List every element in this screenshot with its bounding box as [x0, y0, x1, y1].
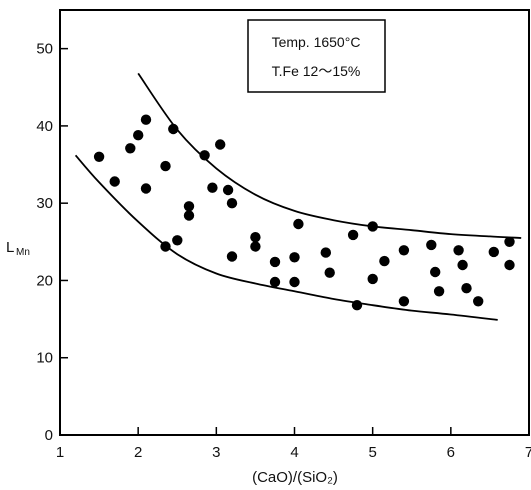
data-point	[269, 276, 281, 288]
data-point	[207, 182, 218, 193]
data-point	[398, 245, 410, 256]
data-point	[168, 123, 179, 135]
data-point	[320, 247, 331, 258]
data-point	[199, 150, 210, 161]
data-point	[109, 176, 120, 187]
data-point	[430, 266, 441, 278]
data-point	[183, 210, 195, 221]
data-point	[289, 252, 300, 263]
data-point	[183, 201, 195, 212]
data-point	[367, 221, 378, 232]
data-point	[140, 183, 152, 194]
data-point	[398, 296, 410, 307]
data-point	[426, 239, 437, 251]
data-point	[226, 251, 238, 262]
x-tick-label: 3	[212, 444, 220, 461]
x-axis-label: (CaO)/(SiO₂)	[252, 469, 338, 486]
data-point	[488, 246, 499, 258]
data-point	[347, 229, 359, 241]
data-point	[250, 232, 261, 243]
y-tick-label: 50	[36, 41, 53, 58]
x-tick-label: 2	[134, 444, 142, 461]
data-point	[269, 256, 281, 268]
x-tick-label: 6	[447, 444, 455, 461]
data-point	[504, 236, 515, 247]
upper-bound-curve	[137, 72, 522, 239]
x-axis-ticks: 1 2 3 4 5 6 7	[56, 427, 531, 461]
data-point	[133, 130, 144, 141]
data-point	[379, 255, 390, 267]
x-tick-label: 4	[290, 444, 298, 461]
data-point	[226, 198, 238, 209]
data-points	[93, 114, 515, 311]
y-axis-label-main: L	[6, 239, 14, 256]
y-tick-label: 20	[36, 272, 53, 289]
y-axis-ticks: 0 10 20 30 40 50	[36, 41, 68, 444]
y-tick-label: 40	[36, 118, 53, 135]
data-point	[160, 160, 171, 172]
x-tick-label: 7	[525, 444, 531, 461]
data-point	[473, 296, 484, 307]
data-point	[250, 241, 261, 252]
y-axis-label: L Mn	[6, 239, 30, 258]
x-tick-label: 5	[368, 444, 376, 461]
y-tick-label: 0	[45, 427, 53, 444]
annotation-tfe: T.Fe 12〜15%	[272, 63, 361, 79]
data-point	[351, 300, 363, 311]
y-tick-label: 10	[36, 350, 53, 367]
data-point	[215, 139, 226, 150]
data-point	[324, 267, 335, 278]
data-point	[457, 259, 468, 271]
data-point	[222, 184, 234, 196]
data-point	[125, 143, 136, 154]
data-point	[433, 286, 445, 297]
y-tick-label: 30	[36, 195, 53, 212]
y-axis-label-sub: Mn	[16, 247, 30, 258]
data-point	[140, 114, 152, 125]
data-point	[367, 273, 378, 285]
data-point	[504, 259, 515, 271]
data-point	[289, 276, 300, 288]
annotation-temp: Temp. 1650°C	[272, 34, 361, 50]
data-point	[293, 218, 304, 230]
lower-bound-curve	[74, 154, 498, 321]
data-point	[172, 235, 183, 246]
data-point	[160, 241, 171, 252]
data-point	[453, 245, 464, 256]
annotation-frame	[247, 19, 386, 93]
annotation-box: Temp. 1650°C T.Fe 12〜15%	[247, 19, 386, 93]
data-point	[461, 283, 472, 294]
data-point	[93, 151, 105, 162]
x-tick-label: 1	[56, 444, 64, 461]
